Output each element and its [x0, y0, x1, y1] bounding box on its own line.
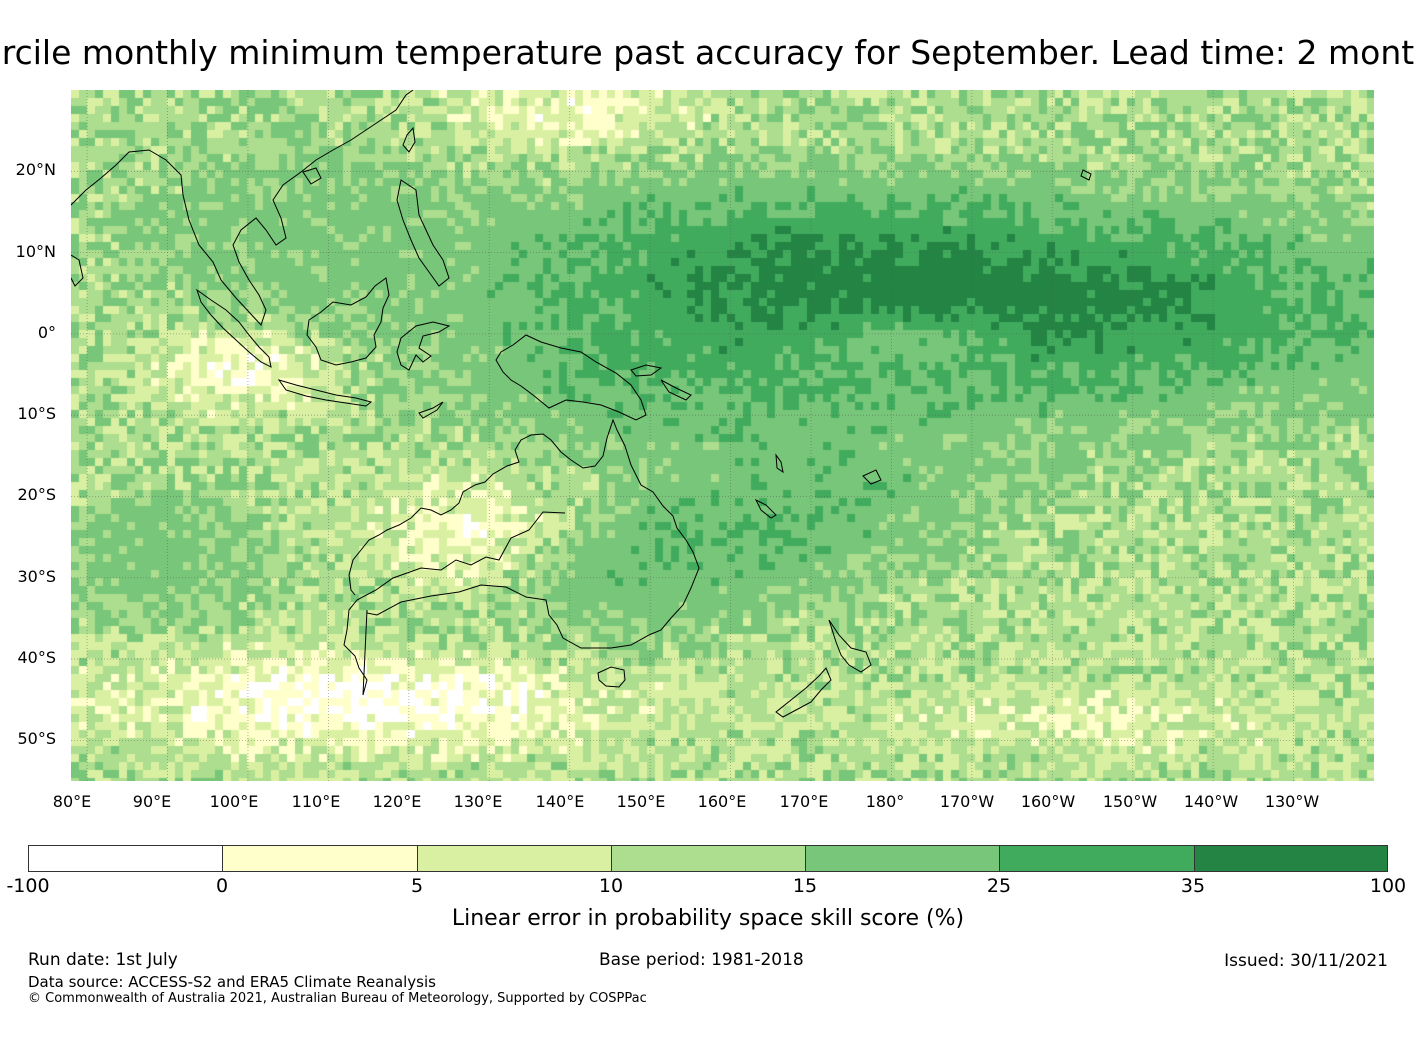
graticule [71, 90, 1374, 781]
sulawesi-coast [396, 321, 451, 371]
lat-label: 10°N [15, 242, 56, 261]
copyright: © Commonwealth of Australia 2021, Austra… [28, 991, 647, 1006]
colorbar-tick: 35 [1180, 875, 1206, 897]
lon-label: 80°E [52, 792, 92, 811]
taiwan-coast [402, 126, 416, 153]
lon-label: 140°E [535, 792, 585, 811]
philippines-coast [396, 179, 450, 287]
lon-label: 150°W [1102, 792, 1158, 811]
hainan-coast [302, 167, 322, 185]
colorbar-segment [610, 845, 806, 872]
lat-label: 10°S [17, 404, 56, 423]
hawaii-coast [1080, 169, 1092, 181]
lon-label: 160°E [697, 792, 747, 811]
colorbar-tick: 100 [1369, 875, 1407, 897]
new-caledonia-coast [754, 498, 777, 519]
lon-label: 100°E [209, 792, 259, 811]
colorbar-tick: 5 [410, 875, 424, 897]
colorbar-segment [805, 845, 1000, 872]
lon-label: 170°W [939, 792, 995, 811]
new-zealand-north-coast [828, 619, 872, 673]
tasmania-coast [597, 666, 626, 688]
sumatra-coast [196, 288, 272, 368]
colorbar-segment [222, 845, 417, 872]
coastline-overlay [71, 90, 1374, 781]
colorbar-tick: -100 [6, 875, 50, 897]
colorbar-tick: 15 [792, 875, 818, 897]
lon-label: 110°E [291, 792, 341, 811]
lon-label: 150°E [616, 792, 666, 811]
lon-label: 90°E [132, 792, 172, 811]
colorbar-tick: 0 [215, 875, 229, 897]
colorbar-segment [416, 845, 611, 872]
colorbar-segment [999, 845, 1194, 872]
lat-label: 40°S [17, 648, 56, 667]
lat-label: 20°S [17, 485, 56, 504]
lon-label: 140°W [1183, 792, 1239, 811]
vanuatu-coast [775, 453, 784, 474]
lat-label: 50°S [17, 729, 56, 748]
colorbar-tick: 25 [986, 875, 1012, 897]
lon-label: 180° [865, 792, 905, 811]
skill-score-map [71, 90, 1374, 781]
lon-label: 160°W [1020, 792, 1076, 811]
coastlines [71, 90, 1092, 718]
mainland-asia-coast [71, 90, 414, 326]
solomon-islands-coast [660, 379, 692, 401]
colorbar [28, 845, 1388, 872]
skill-raster [71, 90, 1374, 781]
new-guinea-coast [495, 334, 647, 421]
new-britain-coast [630, 364, 663, 377]
map-title: rcile monthly minimum temperature past a… [1, 33, 1415, 72]
run-date: Run date: 1st July [28, 950, 178, 970]
base-period: Base period: 1981-2018 [599, 950, 804, 970]
australia-coast [343, 418, 700, 696]
colorbar-segment [28, 845, 223, 872]
new-zealand-south-coast [775, 667, 832, 718]
lon-label: 130°E [453, 792, 503, 811]
issued-date: Issued: 30/11/2021 [1224, 951, 1388, 971]
colorbar-title: Linear error in probability space skill … [451, 906, 965, 931]
borneo-coast [306, 277, 390, 366]
timor-coast [418, 401, 444, 419]
colorbar-tick: 10 [598, 875, 624, 897]
colorbar-segment [1193, 845, 1388, 872]
java-coast [277, 379, 373, 407]
lon-label: 120°E [372, 792, 422, 811]
lon-label: 170°E [779, 792, 829, 811]
lat-label: 30°S [17, 567, 56, 586]
sri-lanka-coast [71, 254, 84, 287]
fiji-coast [862, 469, 882, 485]
lat-label: 0° [37, 323, 56, 342]
lon-label: 130°W [1264, 792, 1320, 811]
lat-label: 20°N [15, 160, 56, 179]
data-source: Data source: ACCESS-S2 and ERA5 Climate … [28, 973, 436, 991]
